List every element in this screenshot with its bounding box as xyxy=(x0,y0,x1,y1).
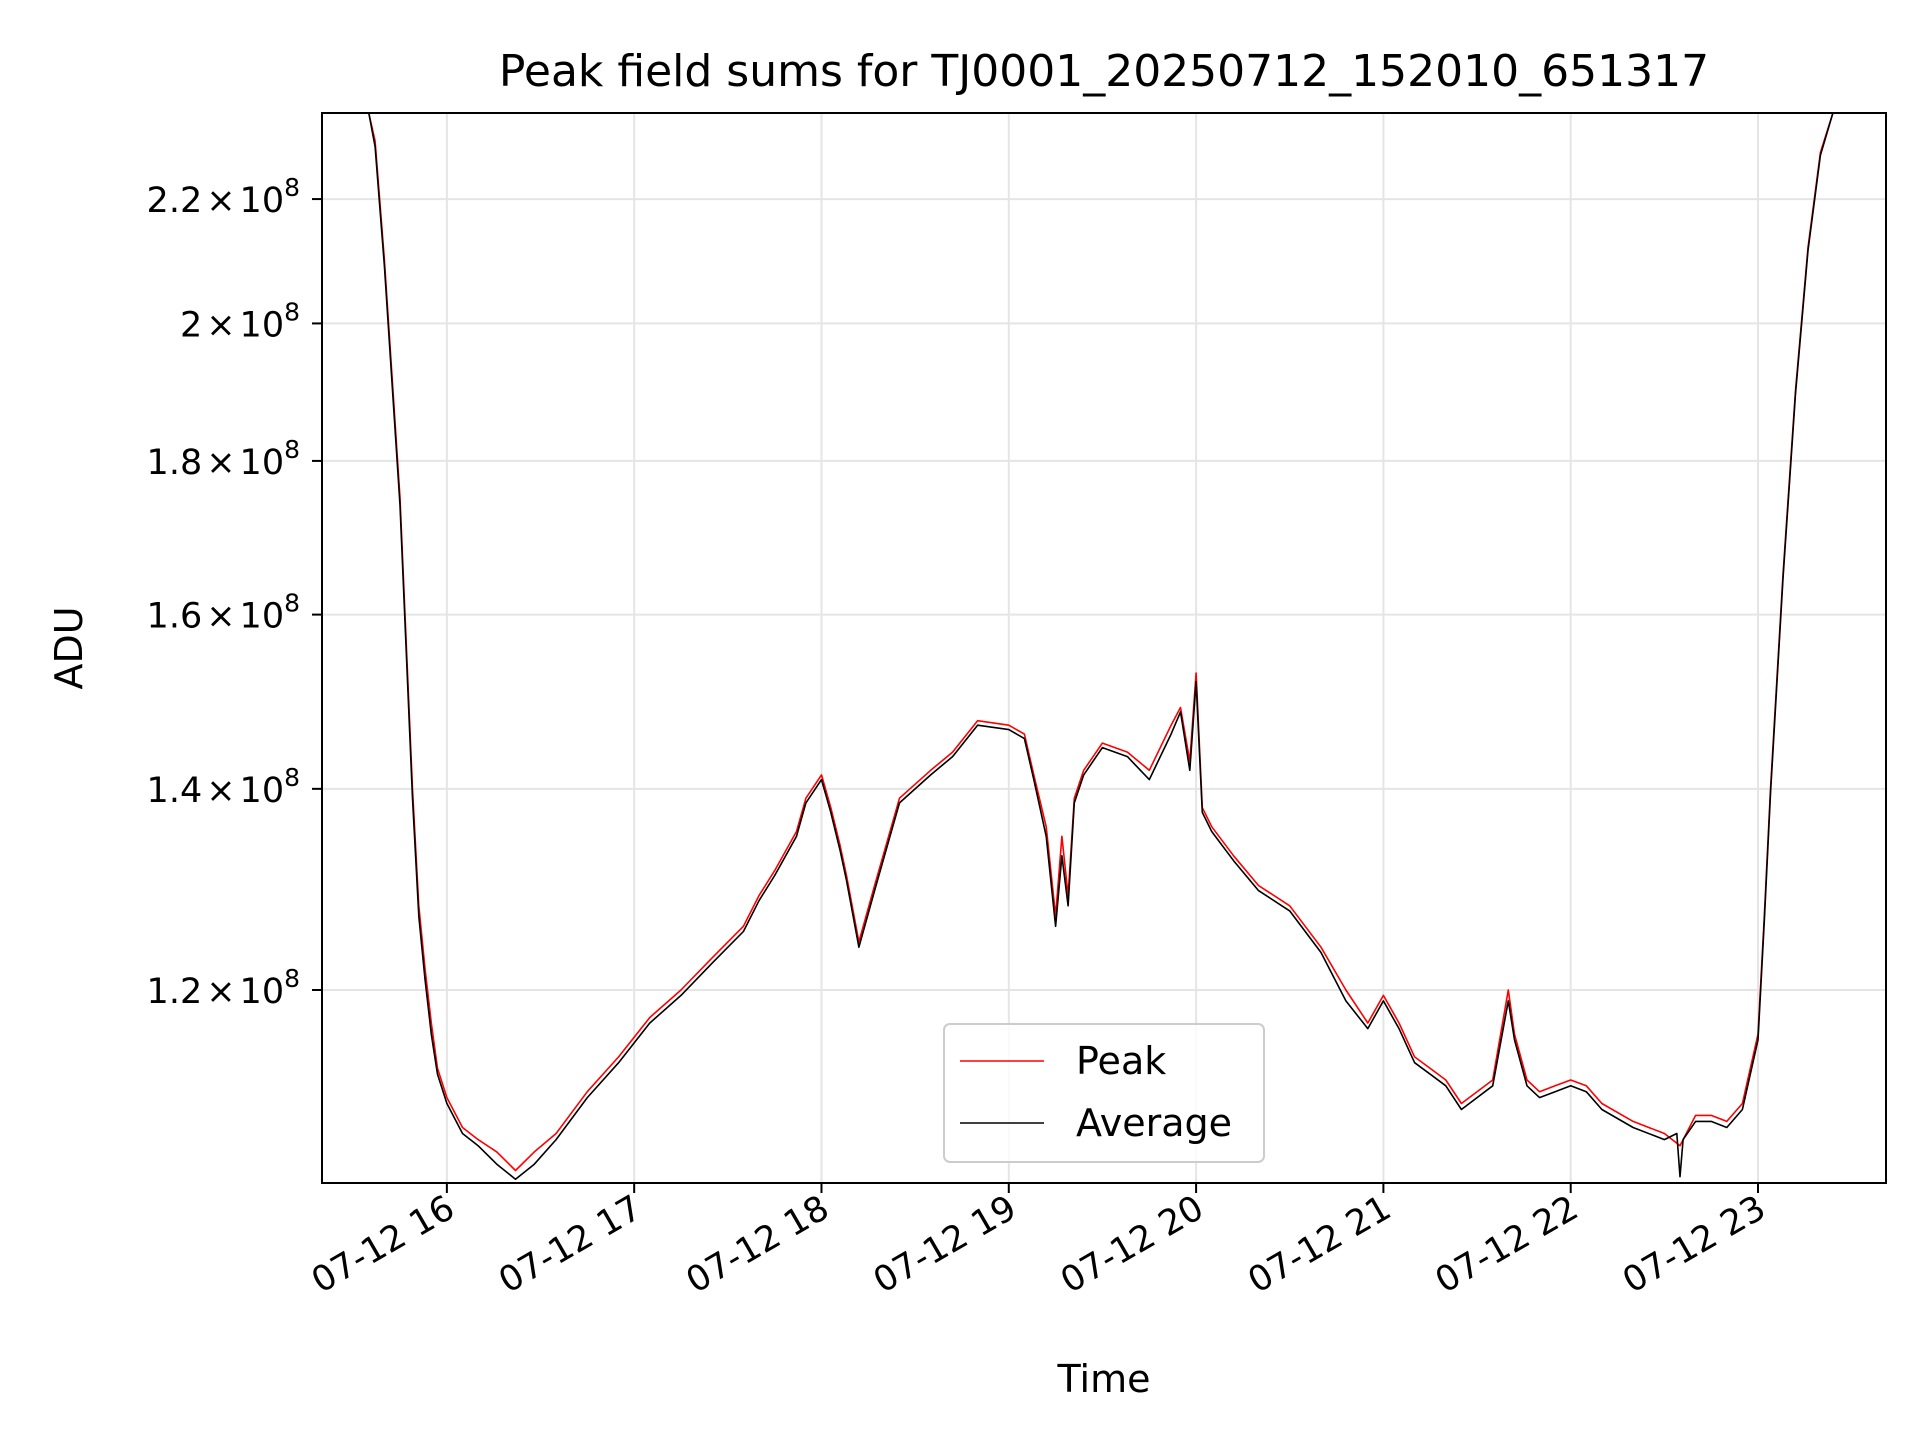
y-tick-mantissa: 2.2 xyxy=(147,181,203,221)
y-tick-mantissa: 1.8 xyxy=(147,443,203,483)
legend-label-average: Average xyxy=(1076,1101,1232,1145)
legend: Peak Average xyxy=(943,1023,1265,1163)
y-tick-exponent: 8 xyxy=(284,297,300,326)
series-line-peak xyxy=(368,113,1834,1172)
y-tick-exponent: 8 xyxy=(284,763,300,792)
axes-frame xyxy=(321,112,1887,1184)
y-tick-mantissa: 2 xyxy=(180,305,202,345)
y-tick-mantissa: 1.4 xyxy=(147,771,203,811)
plot-lines xyxy=(368,113,1834,1180)
x-axis-label: Time xyxy=(1057,1357,1151,1401)
y-tick-times: × xyxy=(206,181,235,221)
y-tick-label: 1.6 × 108 xyxy=(147,589,300,637)
y-tick-label: 1.8 × 108 xyxy=(147,435,300,483)
y-tick-base: 10 xyxy=(240,771,285,811)
legend-box xyxy=(943,1023,1265,1163)
y-tick-base: 10 xyxy=(240,972,285,1012)
y-tick-exponent: 8 xyxy=(284,435,300,464)
y-tick-label: 1.2 × 108 xyxy=(147,964,300,1012)
y-tick-times: × xyxy=(206,972,235,1012)
y-tick-mantissa: 1.6 xyxy=(147,597,203,637)
legend-label-peak: Peak xyxy=(1076,1039,1166,1083)
y-tick-times: × xyxy=(206,771,235,811)
y-tick-exponent: 8 xyxy=(284,964,300,993)
y-tick-exponent: 8 xyxy=(284,589,300,618)
y-tick-times: × xyxy=(206,597,235,637)
y-tick-label: 1.4 × 108 xyxy=(147,763,300,811)
y-tick-exponent: 8 xyxy=(284,173,300,202)
y-tick-base: 10 xyxy=(240,305,285,345)
y-tick-base: 10 xyxy=(240,597,285,637)
y-axis-label: ADU xyxy=(47,606,91,689)
chart-title: Peak field sums for TJ0001_20250712_1520… xyxy=(499,46,1709,97)
y-tick-label: 2.2 × 108 xyxy=(147,173,300,221)
grid xyxy=(322,113,1886,1183)
y-tick-base: 10 xyxy=(240,443,285,483)
y-tick-base: 10 xyxy=(240,181,285,221)
y-tick-mantissa: 1.2 xyxy=(147,972,203,1012)
y-tick-times: × xyxy=(206,305,235,345)
y-tick-times: × xyxy=(206,443,235,483)
series-line-average xyxy=(368,113,1834,1180)
y-tick-label: 2 × 108 xyxy=(180,297,300,345)
